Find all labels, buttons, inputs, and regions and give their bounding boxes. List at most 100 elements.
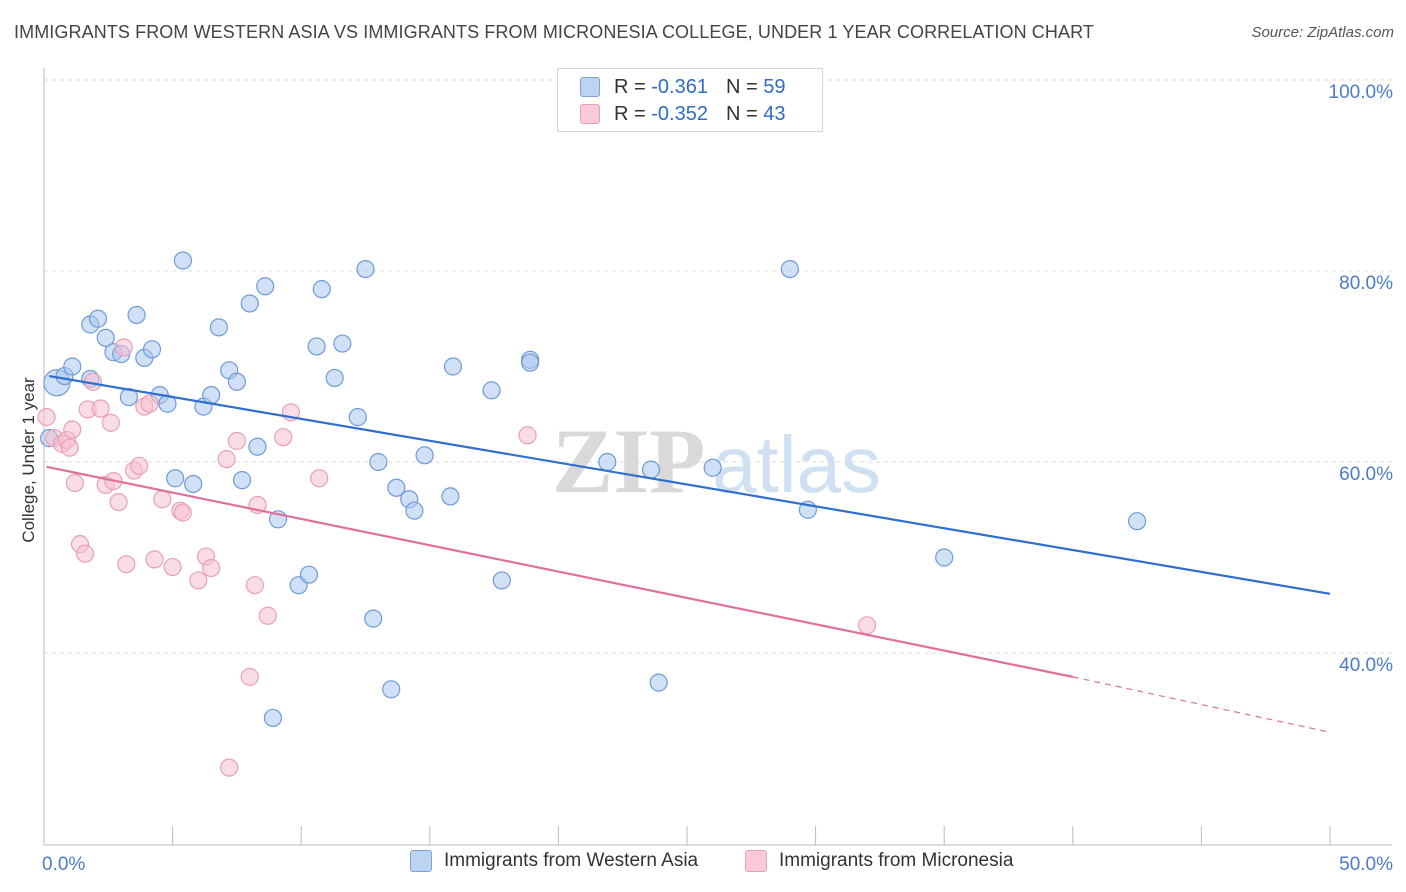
point-western-asia: [142, 340, 162, 359]
point-micronesia: [130, 456, 149, 475]
point-micronesia: [117, 555, 136, 574]
y-tick-label: 100.0%: [1329, 82, 1394, 103]
point-micronesia: [65, 473, 84, 493]
point-micronesia: [274, 428, 293, 447]
trend-line-micronesia: [46, 465, 1074, 678]
y-tick-label: 60.0%: [1339, 464, 1393, 485]
point-micronesia: [37, 408, 56, 427]
axes: [43, 68, 1392, 846]
point-western-asia: [227, 372, 246, 391]
point-western-asia: [202, 386, 221, 405]
point-western-asia: [256, 277, 275, 296]
grid-lines: [44, 79, 1392, 654]
x-tick-label: 50.0%: [1339, 854, 1393, 875]
point-micronesia: [109, 493, 128, 512]
point-western-asia: [348, 408, 367, 427]
legend-r-label: R =: [614, 75, 646, 98]
point-western-asia: [312, 280, 331, 299]
point-micronesia: [258, 606, 277, 625]
point-western-asia: [703, 458, 722, 477]
point-micronesia: [63, 420, 82, 439]
point-western-asia: [598, 452, 617, 472]
y-tick-label: 80.0%: [1339, 273, 1393, 294]
point-micronesia: [240, 667, 259, 686]
point-western-asia: [248, 437, 267, 456]
point-western-asia: [333, 334, 352, 353]
point-western-asia: [209, 318, 228, 337]
source-label: Source: ZipAtlas.com: [1251, 24, 1394, 41]
point-micronesia: [245, 576, 265, 595]
point-micronesia: [114, 338, 133, 357]
legend-swatch-pink: [580, 104, 600, 124]
legend: R = -0.361 N = 59 R = -0.352 N = 43: [557, 68, 823, 132]
trend-lines: [46, 374, 1331, 733]
point-western-asia: [935, 548, 954, 567]
point-western-asia: [240, 294, 259, 313]
point-western-asia: [382, 680, 401, 699]
trend-line-western-asia: [48, 374, 1331, 595]
point-western-asia: [299, 565, 319, 584]
x-tick-label: 0.0%: [42, 854, 85, 875]
point-micronesia: [227, 431, 246, 451]
legend-n-value: 43: [763, 102, 786, 125]
y-axis-label: College, Under 1 year: [19, 377, 38, 543]
point-western-asia: [780, 259, 799, 279]
bottom-legend-western-asia: Immigrants from Western Asia: [410, 850, 698, 872]
point-micronesia: [518, 426, 537, 445]
point-western-asia: [88, 309, 108, 328]
bottom-legend-micronesia: Immigrants from Micronesia: [745, 850, 1013, 872]
chart-title: IMMIGRANTS FROM WESTERN ASIA VS IMMIGRAN…: [14, 22, 1094, 42]
point-western-asia: [263, 708, 283, 728]
point-western-asia: [641, 460, 661, 479]
point-western-asia: [482, 381, 501, 400]
point-western-asia: [96, 328, 115, 347]
legend-n-value: 59: [763, 75, 786, 98]
point-western-asia: [232, 471, 252, 490]
legend-n-label: N =: [725, 75, 758, 98]
watermark-atlas: atlas: [712, 420, 881, 509]
point-western-asia: [369, 452, 388, 472]
bottom-legend-label: Immigrants from Micronesia: [779, 850, 1014, 871]
point-western-asia: [63, 357, 82, 376]
legend-r-value: -0.352: [651, 102, 708, 125]
point-micronesia: [163, 557, 182, 577]
tick-labels: 40.0% 60.0% 80.0% 100.0% 0.0% 50.0%: [42, 82, 1393, 875]
point-western-asia: [492, 571, 511, 590]
point-western-asia: [325, 368, 344, 388]
point-western-asia: [1127, 512, 1147, 531]
point-western-asia: [443, 357, 463, 376]
point-micronesia: [220, 758, 239, 777]
point-western-asia: [405, 501, 424, 520]
point-micronesia: [140, 394, 159, 413]
point-western-asia: [184, 474, 203, 494]
watermark-zip: ZIP: [552, 410, 705, 512]
point-micronesia: [310, 469, 329, 488]
legend-row-micronesia: R = -0.352 N = 43: [580, 102, 785, 126]
legend-swatch-blue: [580, 77, 600, 97]
point-western-asia: [127, 305, 146, 325]
trend-line-extension-micronesia: [1072, 676, 1331, 733]
legend-r-label: R =: [614, 102, 646, 125]
point-micronesia: [173, 503, 192, 522]
point-western-asia: [521, 353, 540, 372]
point-western-asia: [415, 446, 434, 465]
point-micronesia: [145, 550, 164, 569]
point-western-asia: [441, 487, 460, 506]
point-micronesia: [153, 490, 172, 509]
point-western-asia: [387, 478, 406, 497]
series-micronesia: [37, 338, 877, 777]
point-western-asia: [649, 673, 668, 692]
point-micronesia: [76, 544, 95, 563]
bottom-legend-label: Immigrants from Western Asia: [444, 850, 699, 871]
point-western-asia: [307, 337, 326, 356]
legend-n-label: N =: [725, 102, 758, 125]
point-micronesia: [101, 413, 120, 432]
bottom-legend-swatch-blue: [410, 850, 432, 872]
legend-r-value: -0.361: [651, 75, 708, 98]
legend-row-western-asia: R = -0.361 N = 59: [580, 75, 785, 99]
point-micronesia: [857, 616, 877, 635]
point-western-asia: [166, 469, 185, 488]
point-micronesia: [91, 399, 110, 418]
point-western-asia: [364, 609, 383, 628]
